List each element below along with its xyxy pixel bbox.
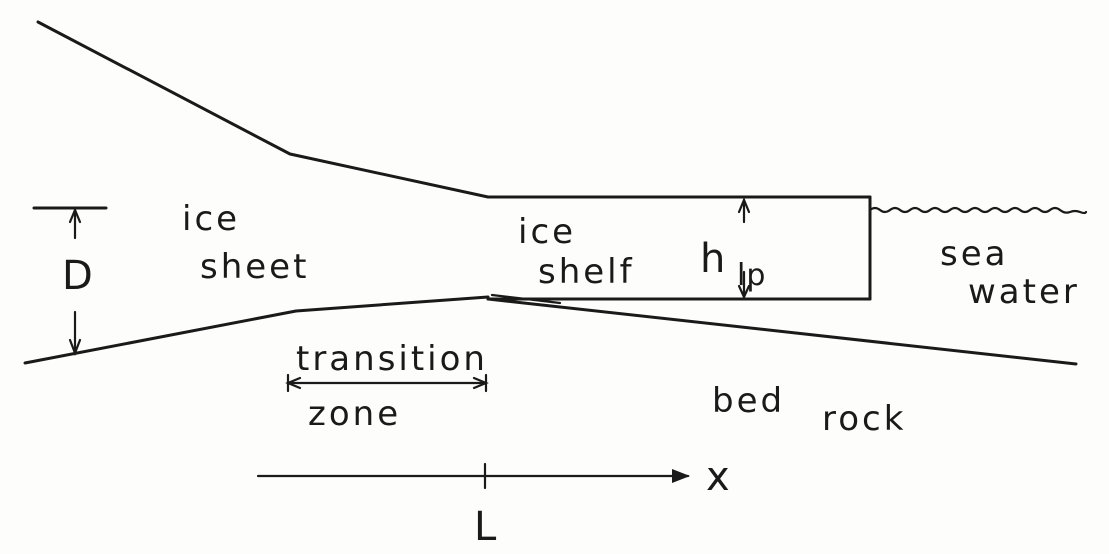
transition-label-line2: zone [308,394,401,434]
bed-label: bed [712,381,785,421]
ice-upper-surface [36,20,872,199]
sea-surface [868,206,1088,215]
transition-arrowhead-left [285,376,302,390]
bed-rock-line [486,297,1078,366]
transition-arrowhead-right [472,376,489,390]
thickness-arrowhead-down [737,284,751,300]
depth-label: D [62,253,93,299]
thickness-label-h: h [700,236,725,282]
ice-sheet-label-line2: sheet [200,247,309,287]
sea-label-line2: water [968,272,1080,312]
grounding-line-label: L [474,504,497,550]
thickness-label-subscript: lp [737,258,766,293]
x-axis-arrowhead [672,469,690,483]
depth-arrowhead-down [68,338,82,357]
x-axis-label: x [706,454,730,500]
sea-label-line1: sea [940,234,1008,274]
ice-shelf-label-line1: ice [518,212,576,252]
depth-arrowhead-up [68,207,82,224]
ice-shelf-label-line2: shelf [538,252,635,292]
rock-label: rock [822,399,906,439]
thickness-arrowhead-up [737,197,751,214]
ice-sheet-label-line1: ice [182,199,240,239]
bed-rock-line-double [490,293,562,305]
ice-sheet-base [23,295,490,365]
transition-label-line1: transition [296,339,488,379]
